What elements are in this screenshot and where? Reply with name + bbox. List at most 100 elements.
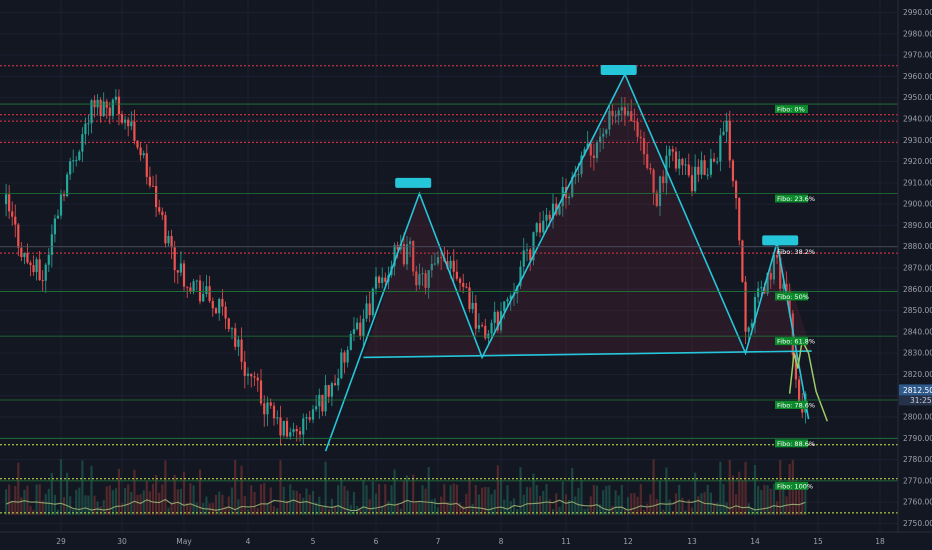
volume-bar — [694, 472, 697, 515]
volume-bar — [14, 485, 17, 515]
volume-bar — [59, 459, 63, 515]
candle-body — [757, 288, 760, 298]
volume-bar — [276, 508, 279, 515]
volume-bar — [744, 461, 747, 515]
volume-bar — [387, 500, 390, 515]
candle-body — [617, 110, 620, 116]
time-tick-label: 12 — [623, 537, 633, 546]
volume-bar — [555, 493, 558, 515]
candle-body — [636, 121, 639, 137]
volume-bar — [96, 501, 99, 515]
price-tick-label: 2780.00 — [903, 455, 932, 464]
volume-bar — [337, 485, 340, 515]
candle-body — [38, 259, 41, 281]
volume-bar — [611, 505, 614, 515]
volume-bar — [738, 471, 741, 515]
volume-bar — [506, 485, 509, 515]
volume-bar — [211, 503, 214, 515]
volume-bar — [519, 467, 522, 515]
time-tick-label: May — [176, 537, 192, 546]
volume-bar — [295, 490, 298, 515]
candle-body — [41, 280, 44, 282]
volume-bar — [5, 489, 8, 515]
candle-body — [371, 288, 374, 316]
candle-body — [324, 385, 327, 412]
volume-bar — [509, 501, 512, 515]
candle-body — [356, 322, 359, 330]
candle-body — [493, 311, 496, 323]
candle-body — [78, 151, 81, 160]
candle-body — [47, 254, 50, 265]
volume-bar — [230, 487, 234, 515]
candle-body — [471, 302, 474, 310]
volume-bar — [700, 493, 703, 515]
candle-body — [84, 123, 87, 135]
candle-body — [709, 158, 712, 175]
volume-bar — [378, 483, 381, 515]
candle-body — [285, 420, 289, 437]
candle-body — [263, 403, 266, 415]
volume-bar — [259, 484, 263, 515]
volume-bar — [227, 496, 230, 515]
volume-bar — [155, 474, 158, 515]
candle-body — [449, 260, 452, 269]
candle-body — [318, 394, 321, 407]
volume-bar — [90, 465, 93, 515]
candle-body — [359, 322, 362, 336]
candle-body — [311, 409, 315, 420]
price-tick-label: 2880.00 — [903, 242, 932, 251]
volume-bar — [253, 492, 256, 515]
candle-body — [234, 328, 237, 347]
volume-bar — [234, 460, 237, 515]
volume-bar — [66, 472, 69, 515]
candle-body — [205, 286, 208, 294]
fibo-label: Fibo: 78.6% — [777, 402, 815, 410]
candle-body — [237, 339, 240, 347]
volume-bar — [72, 509, 75, 515]
volume-bar — [269, 487, 272, 515]
volume-bar — [133, 469, 136, 515]
volume-bar — [577, 487, 580, 515]
candle-body — [292, 428, 295, 433]
candle-body — [56, 215, 60, 219]
volume-bar — [93, 495, 96, 515]
price-tick-label: 2750.00 — [903, 519, 932, 528]
volume-bar — [243, 495, 246, 515]
candle-body — [321, 394, 324, 412]
volume-bar — [503, 499, 506, 515]
volume-bar — [716, 502, 719, 515]
candle-body — [750, 323, 753, 328]
candle-body — [496, 311, 499, 331]
volume-bar — [346, 490, 349, 515]
fibo-label: Fibo: 0% — [777, 106, 805, 114]
candle-body — [716, 161, 719, 163]
candle-body — [211, 300, 214, 309]
candle-body — [481, 325, 484, 327]
volume-bar — [430, 499, 433, 515]
price-tick-label: 2790.00 — [903, 434, 932, 443]
time-axis-panel — [0, 532, 932, 550]
volume-bar — [602, 490, 605, 515]
volume-bar — [189, 483, 192, 515]
candle-body — [753, 297, 757, 324]
volume-bar — [649, 494, 652, 515]
volume-bar — [487, 487, 490, 515]
candle-body — [120, 114, 124, 123]
candle-body — [458, 278, 462, 284]
time-tick-label: 15 — [813, 537, 823, 546]
candle-body — [365, 303, 368, 319]
volume-bar — [496, 465, 499, 515]
volume-bar — [753, 465, 757, 515]
volume-bar — [62, 496, 66, 515]
candle-body — [381, 277, 384, 283]
candle-body — [503, 301, 506, 312]
time-tick-label: 5 — [311, 537, 316, 546]
candle-body — [195, 280, 198, 282]
candle-body — [687, 164, 690, 176]
candle-body — [712, 158, 716, 162]
volume-bar — [668, 499, 671, 515]
fibo-label: Fibo: 88.6% — [777, 440, 815, 448]
volume-bar — [161, 484, 164, 515]
candle-body — [182, 263, 186, 287]
